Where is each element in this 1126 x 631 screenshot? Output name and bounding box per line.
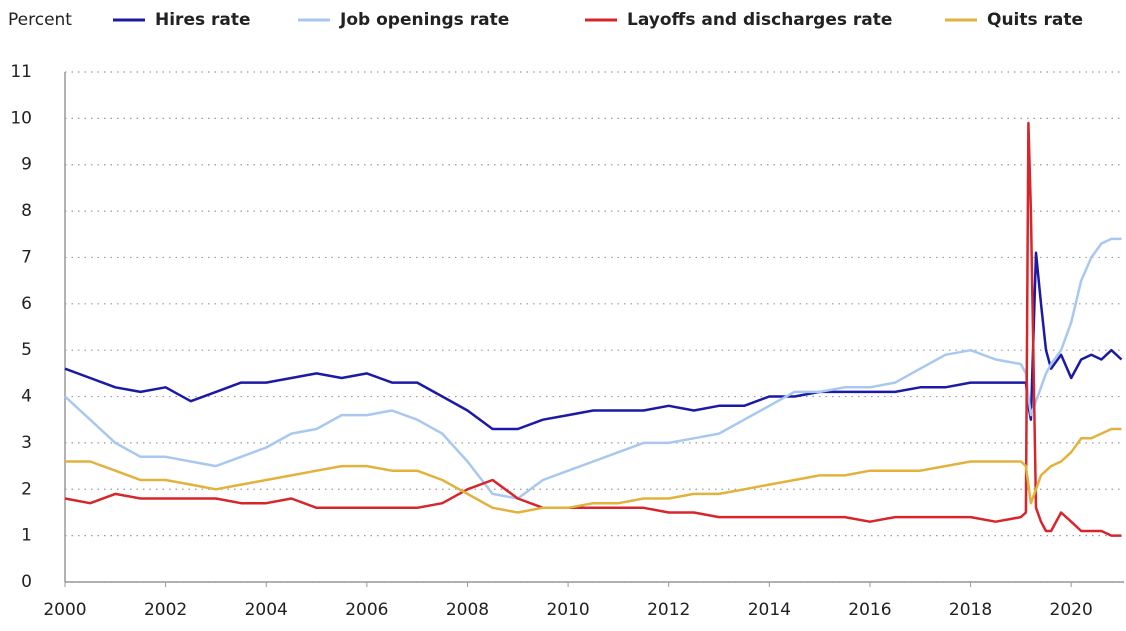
x-tick-label: 2018 [949, 600, 992, 620]
y-tick-label: 9 [21, 155, 32, 175]
y-tick-label: 5 [21, 340, 32, 360]
x-tick-label: 2016 [848, 600, 891, 620]
y-tick-label: 11 [10, 62, 32, 82]
legend-label: Hires rate [155, 10, 251, 30]
x-tick-label: 2012 [647, 600, 690, 620]
legend-label: Job openings rate [339, 10, 509, 30]
y-tick-label: 1 [21, 526, 32, 546]
y-tick-label: 2 [21, 479, 32, 499]
legend-label: Layoffs and discharges rate [627, 10, 892, 30]
x-tick-label: 2002 [144, 600, 187, 620]
legend-label: Quits rate [987, 10, 1083, 30]
y-tick-label: 4 [21, 387, 32, 407]
y-tick-label: 0 [21, 572, 32, 592]
x-tick-label: 2020 [1050, 600, 1093, 620]
x-tick-label: 2008 [446, 600, 489, 620]
series-line [65, 427, 1122, 514]
x-tick-label: 2004 [245, 600, 288, 620]
series-line [64, 121, 1122, 537]
x-tick-label: 2010 [546, 600, 589, 620]
y-tick-label: 7 [21, 247, 32, 267]
x-tick-label: 2006 [345, 600, 388, 620]
y-axis-label: Percent [8, 10, 72, 30]
x-tick-label: 2014 [748, 600, 791, 620]
series-line [64, 237, 1122, 500]
y-tick-label: 6 [21, 294, 32, 314]
y-tick-label: 10 [10, 108, 32, 128]
series-line [64, 251, 1123, 431]
x-tick-label: 2000 [43, 600, 86, 620]
y-tick-label: 3 [21, 433, 32, 453]
y-tick-label: 8 [21, 201, 32, 221]
